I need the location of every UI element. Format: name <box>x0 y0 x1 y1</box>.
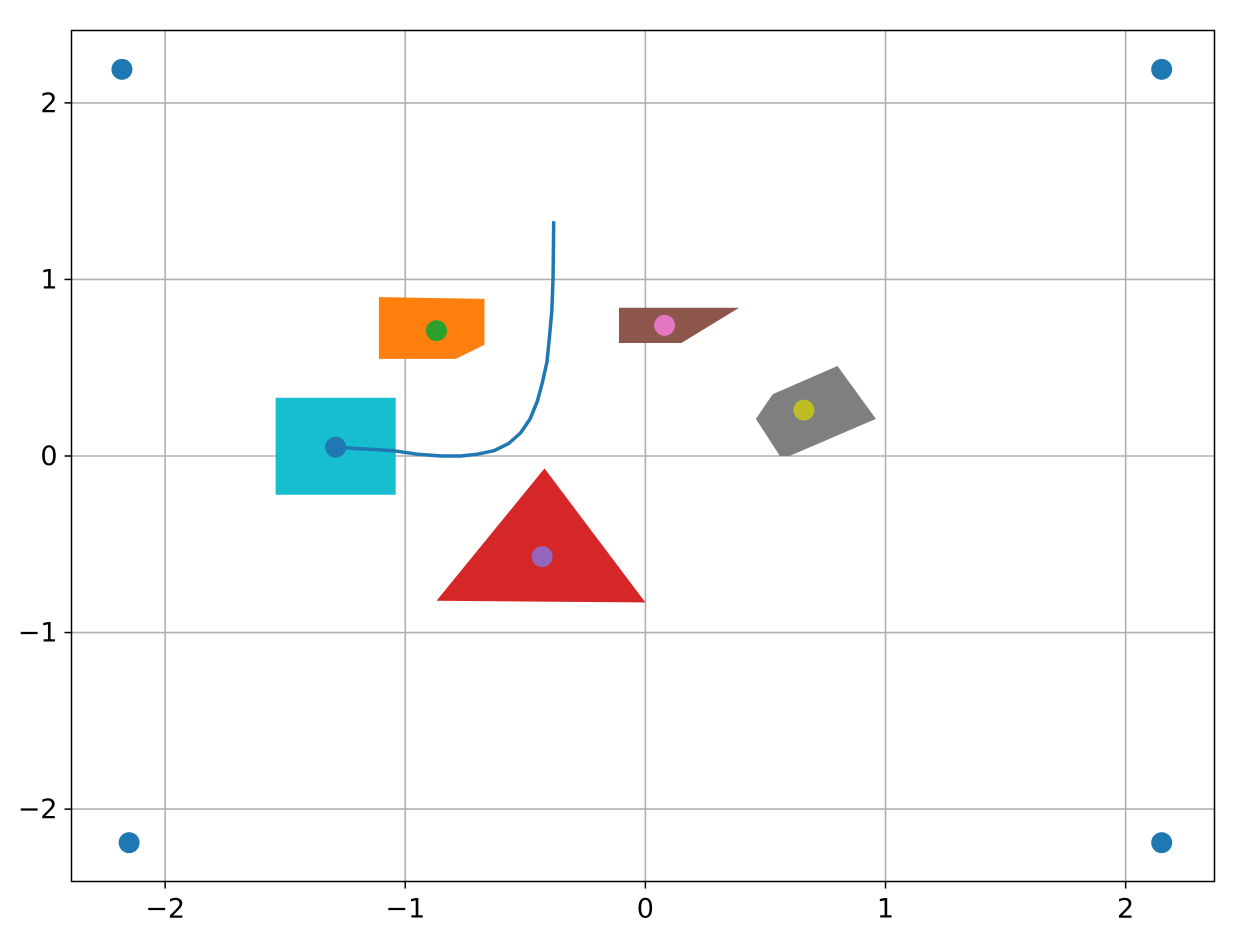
brown-polygon <box>619 307 740 343</box>
gray-polygon-center-point <box>793 399 815 421</box>
x-tick-label: −2 <box>145 894 185 925</box>
red-triangle <box>436 468 646 603</box>
corner-point <box>1151 832 1173 854</box>
y-tick-label: 2 <box>40 88 57 119</box>
points <box>111 58 1173 854</box>
trajectory <box>335 221 556 458</box>
trajectory-curve <box>335 221 556 458</box>
orange-polygon-center-point <box>425 320 447 342</box>
x-tick-label: 2 <box>1117 894 1134 925</box>
x-tick-label: 0 <box>637 894 654 925</box>
corner-point <box>1151 58 1173 80</box>
y-tick-label: −1 <box>18 618 58 649</box>
grid <box>71 30 1215 882</box>
corner-point <box>118 832 140 854</box>
gray-polygon <box>755 366 876 456</box>
axes-ticks: −2 −1 0 1 2 −2 −1 0 1 2 <box>18 88 1135 925</box>
red-triangle-center-point <box>531 546 553 568</box>
x-tick-label: −1 <box>385 894 425 925</box>
brown-polygon-center-point <box>654 314 676 336</box>
y-tick-label: −2 <box>18 794 58 825</box>
cyan-square-center-point <box>325 436 347 458</box>
x-tick-label: 1 <box>877 894 894 925</box>
y-tick-label: 0 <box>40 441 57 472</box>
y-tick-label: 1 <box>40 264 57 295</box>
corner-point <box>111 58 133 80</box>
